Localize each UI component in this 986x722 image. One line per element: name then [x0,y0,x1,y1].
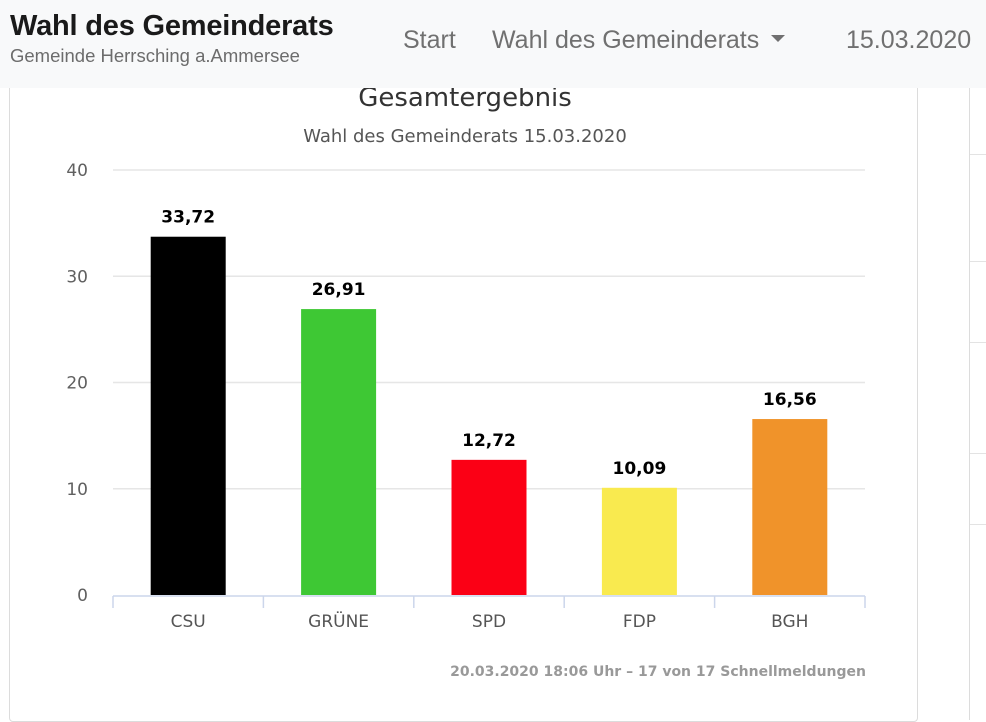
nav-link-date-label: 15.03.2020 [846,26,972,54]
x-tick-label: BGH [771,612,808,632]
nav-link-start[interactable]: Start [403,26,456,55]
data-label: 12,72 [462,431,516,451]
nav-link-date[interactable]: 15.03.2020 [846,26,971,55]
data-label: 26,91 [312,280,366,300]
data-label: 10,09 [613,459,667,479]
chart-subtitle: Wahl des Gemeinderats 15.03.2020 [303,126,627,147]
caret-down-icon [771,34,786,42]
bar-spd[interactable] [451,459,527,595]
brand-title[interactable]: Wahl des Gemeinderats [10,10,334,42]
x-tick-label: FDP [623,612,656,632]
chart-title: Gesamtergebnis [358,83,572,113]
chart-credit: 20.03.2020 18:06 Uhr – 17 von 17 Schnell… [450,664,866,680]
data-label: 33,72 [161,208,215,228]
y-tick-label: 0 [77,586,88,606]
navbar: Wahl des Gemeinderats Gemeinde Herrschin… [0,0,986,88]
y-axis-ticks: 0 10 20 30 40 [66,161,88,606]
y-tick-label: 40 [66,161,88,181]
nav-link-start-label: Start [403,26,456,54]
y-tick-label: 30 [66,267,88,287]
bar-grüne[interactable] [301,309,377,595]
side-card-divider [970,524,986,525]
x-tick-label: GRÜNE [308,610,369,632]
brand-subtitle: Gemeinde Herrsching a.Ammersee [10,45,300,66]
x-axis: CSU GRÜNE SPD FDP BGH [112,595,866,632]
y-tick-label: 20 [66,374,88,394]
y-tick-label: 10 [66,480,88,500]
side-card-divider [970,261,986,262]
side-card-divider [970,342,986,343]
nav-dropdown-wahl-label: Wahl des Gemeinderats [492,26,760,54]
bars [150,236,828,595]
x-tick-label: CSU [171,612,206,632]
bar-chart: 0 10 20 30 40 33,72 26,91 12,72 10,09 16,56 CSU G… [66,83,866,680]
data-label: 16,56 [763,390,817,410]
side-card-divider [970,453,986,454]
x-tick-label: SPD [472,612,506,632]
bar-fdp[interactable] [601,487,677,595]
bar-bgh[interactable] [752,419,828,595]
nav-dropdown-wahl[interactable]: Wahl des Gemeinderats [492,26,786,55]
side-card-divider [970,154,986,155]
bar-csu[interactable] [150,236,226,595]
data-labels: 33,72 26,91 12,72 10,09 16,56 [161,208,816,479]
